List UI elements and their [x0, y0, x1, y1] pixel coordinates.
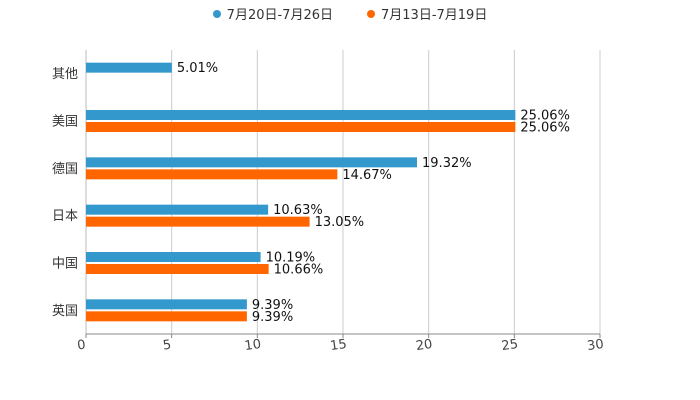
bar[interactable]	[86, 204, 269, 215]
x-tick-label: 5	[162, 338, 172, 354]
bar[interactable]	[86, 62, 172, 73]
bar[interactable]	[86, 252, 261, 262]
x-tick-label: 20	[415, 337, 433, 354]
y-category-label: 美国	[52, 115, 78, 130]
data-label: 19.32%	[422, 156, 472, 171]
legend-item-series-1[interactable]: 7月20日-7月26日	[212, 4, 333, 23]
x-tick-label: 15	[329, 337, 347, 354]
data-label: 13.05%	[315, 215, 365, 230]
data-label: 14.67%	[342, 168, 392, 183]
bar[interactable]	[86, 311, 247, 322]
y-category-label: 德国	[52, 162, 78, 177]
x-tick-label: 25	[501, 337, 519, 354]
y-category-label: 中国	[52, 257, 78, 272]
y-category-label: 日本	[52, 209, 78, 224]
legend-marker-series-1	[212, 9, 221, 18]
data-label: 25.06%	[520, 121, 570, 136]
y-category-label: 其他	[52, 67, 78, 82]
bar[interactable]	[86, 122, 516, 132]
y-category-label: 英国	[52, 304, 78, 319]
bar[interactable]	[86, 169, 338, 180]
data-label: 5.01%	[177, 61, 218, 76]
data-label: 10.66%	[274, 263, 324, 278]
x-tick-label: 30	[586, 337, 604, 354]
legend-label-series-2: 7月13日-7月19日	[381, 8, 488, 23]
x-tick-label: 10	[244, 337, 262, 354]
legend: 7月20日-7月26日 7月13日-7月19日	[0, 4, 700, 23]
bar[interactable]	[86, 299, 247, 310]
bar[interactable]	[86, 157, 418, 168]
data-label: 25.06%	[520, 109, 570, 124]
x-tick-label: 0	[76, 338, 86, 354]
bar[interactable]	[86, 110, 516, 120]
data-label: 10.19%	[266, 251, 316, 266]
data-label: 9.39%	[252, 310, 293, 325]
bar[interactable]	[86, 264, 269, 274]
legend-marker-series-2	[367, 9, 375, 18]
data-label: 10.63%	[273, 203, 323, 218]
bar[interactable]	[86, 216, 310, 227]
legend-item-series-2[interactable]: 7月13日-7月19日	[367, 4, 487, 23]
legend-label-series-1: 7月20日-7月26日	[226, 8, 333, 23]
data-label: 9.39%	[252, 298, 293, 313]
